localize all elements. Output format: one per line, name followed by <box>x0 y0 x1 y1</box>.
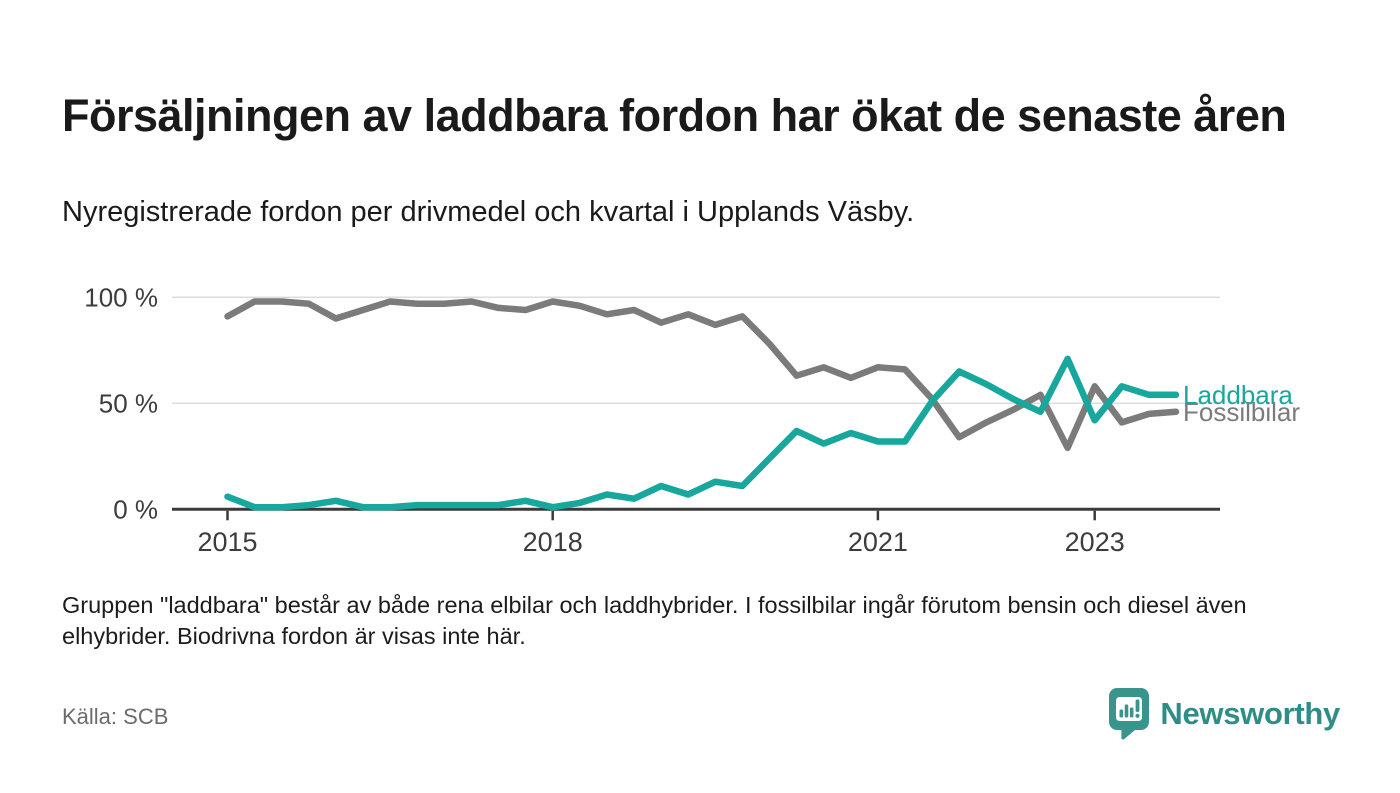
x-tick-label-2023: 2023 <box>1065 527 1125 557</box>
series-line-laddbara <box>224 355 1180 511</box>
source-label: Källa: SCB <box>62 704 169 729</box>
chart-footnote: Gruppen "laddbara" består av både rena e… <box>62 592 1247 649</box>
page-title: Försäljningen av laddbara fordon har öka… <box>62 90 1287 142</box>
newsworthy-logo-text: Newsworthy <box>1160 696 1340 731</box>
newsworthy-logo: Newsworthy <box>1109 688 1340 740</box>
y-tick-label-0: 0 % <box>113 494 158 524</box>
series-label-laddbara: Laddbara <box>1183 380 1293 410</box>
chart-svg: 100 % 50 % 0 % 2015 2018 2021 2023 LaddbaraFoss… <box>84 282 1300 557</box>
x-tick-label-2015: 2015 <box>197 527 257 557</box>
y-tick-label-50: 50 % <box>99 388 158 418</box>
series-line-fossilbilar <box>224 298 1180 452</box>
x-tick-label-2018: 2018 <box>523 527 583 557</box>
newsworthy-chart-pin-icon <box>1109 688 1150 740</box>
y-tick-label-100: 100 % <box>84 282 158 312</box>
series-label-fossilbilar: Fossilbilar <box>1183 397 1300 427</box>
x-tick-label-2021: 2021 <box>848 527 908 557</box>
chart-subtitle: Nyregistrerade fordon per drivmedel och … <box>62 196 915 228</box>
